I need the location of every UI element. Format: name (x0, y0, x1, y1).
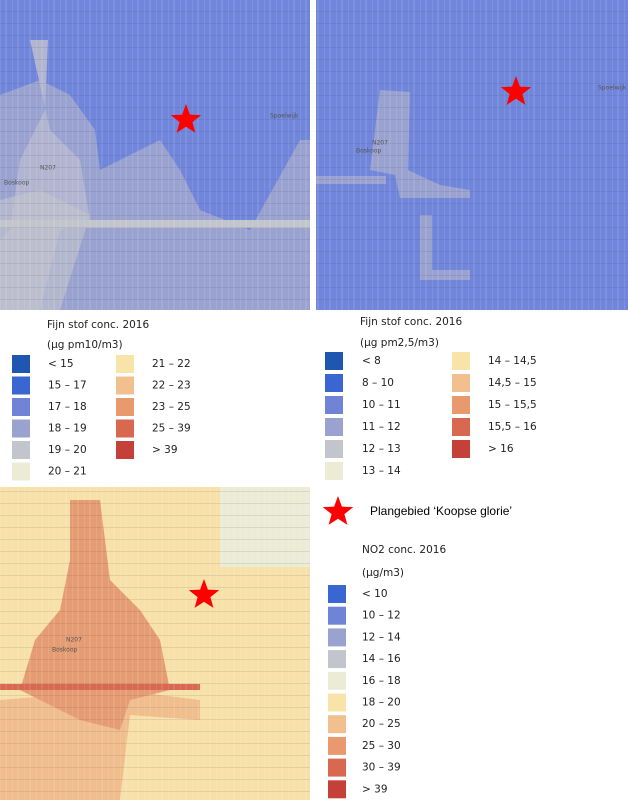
legend-label: 25 – 30 (362, 740, 401, 752)
legend-swatch (325, 418, 343, 436)
legend-swatch (12, 398, 30, 416)
legend-swatch (328, 671, 346, 690)
map-pm10: N207 Boskoop Spoelwijk (0, 0, 310, 310)
legend-unit: (µg pm10/m3) (47, 339, 123, 351)
map-label: Boskoop (52, 647, 78, 654)
legend-label: 10 – 11 (362, 399, 401, 411)
legend-label: 14 – 14,5 (488, 355, 537, 367)
legend-swatch (452, 374, 470, 392)
legend-label: 16 – 18 (362, 675, 401, 687)
map-label: Spoelwijk (598, 85, 627, 92)
legend-label: 10 – 12 (362, 610, 401, 622)
legend-label: < 8 (362, 355, 381, 367)
legend-swatch (328, 585, 346, 603)
legend-label: 12 – 13 (362, 443, 401, 455)
star-marker (322, 496, 354, 525)
legend-label: 23 – 25 (152, 401, 191, 413)
map-label: N207 (372, 140, 388, 147)
legend-swatch (116, 355, 134, 373)
legend-plan-area: Plangebied ‘Koopse glorie’ (322, 496, 512, 525)
legend-pm10: Fijn stof conc. 2016 (µg pm10/m3) < 15 15… (12, 319, 191, 481)
legend-pm25: Fijn stof conc. 2016 (µg pm2,5/m3) < 8 8 … (325, 316, 537, 480)
map-label: Boskoop (4, 180, 30, 187)
legend-title: Fijn stof conc. 2016 (47, 319, 149, 331)
map-label: N207 (40, 165, 56, 172)
legend-label: < 15 (48, 358, 74, 370)
legend-swatch (328, 715, 346, 734)
legend-swatch (328, 606, 346, 625)
legend-swatch (325, 352, 343, 370)
legend-label: 14 – 16 (362, 653, 401, 665)
legend-swatch (12, 462, 30, 481)
legend-swatch (452, 396, 470, 414)
legend-label: > 39 (362, 783, 388, 795)
legend-label: 14,5 – 15 (488, 377, 537, 389)
legend-label: 22 – 23 (152, 380, 191, 392)
legend-label: 17 – 18 (48, 401, 87, 413)
legend-label: 8 – 10 (362, 377, 394, 389)
legend-swatch (452, 352, 470, 370)
legend-swatch (325, 440, 343, 458)
legend-title: NO2 conc. 2016 (362, 544, 446, 556)
legend-label: 20 – 21 (48, 466, 87, 478)
map-label: Spoelwijk (270, 113, 299, 120)
legend-swatch (325, 396, 343, 414)
legend-swatch (328, 628, 346, 647)
legend-label: 18 – 20 (362, 697, 401, 709)
legend-label: 19 – 20 (48, 444, 87, 456)
legend-label: 18 – 19 (48, 423, 87, 435)
legend-label: 20 – 25 (362, 718, 401, 730)
legend-swatch (452, 440, 470, 458)
legend-no2: NO2 conc. 2016 (µg/m3) < 10 10 – 12 12 – 1… (328, 544, 446, 799)
legend-label: < 10 (362, 588, 388, 600)
legend-label: > 16 (488, 443, 514, 455)
star-marker (500, 76, 532, 105)
legend-unit: (µg pm2,5/m3) (360, 337, 439, 349)
legend-swatch (116, 419, 134, 438)
map-pm25: N207 Boskoop Spoelwijk (316, 0, 628, 310)
legend-label: 21 – 22 (152, 358, 191, 370)
legend-swatch (328, 650, 346, 669)
legend-label: 15 – 15,5 (488, 399, 537, 411)
legend-swatch (452, 418, 470, 436)
star-marker (188, 579, 220, 608)
star-marker (170, 104, 202, 133)
legend-label: > 39 (152, 444, 178, 456)
map-no2: N207 Boskoop (0, 487, 310, 800)
legend-swatch (328, 736, 346, 755)
legend-label: 11 – 12 (362, 421, 401, 433)
map-label: N207 (66, 637, 82, 644)
plan-area-label: Plangebied ‘Koopse glorie’ (370, 504, 512, 518)
legend-swatch (116, 441, 134, 459)
legend-label: 15 – 17 (48, 380, 87, 392)
legend-label: 13 – 14 (362, 465, 401, 477)
legend-swatch (116, 376, 134, 395)
legend-unit: (µg/m3) (362, 567, 404, 579)
legend-swatch (12, 441, 30, 459)
legend-swatch (12, 355, 30, 373)
legend-swatch (116, 398, 134, 416)
legend-swatch (12, 376, 30, 395)
legend-title: Fijn stof conc. 2016 (360, 316, 462, 328)
legend-swatch (12, 419, 30, 438)
legend-swatch (325, 462, 343, 480)
legend-swatch (328, 780, 346, 799)
legend-swatch (328, 693, 346, 712)
legend-swatch (328, 758, 346, 777)
legend-label: 30 – 39 (362, 762, 401, 774)
legend-label: 25 – 39 (152, 423, 191, 435)
legend-label: 12 – 14 (362, 631, 401, 643)
legend-swatch (325, 374, 343, 392)
legend-label: 15,5 – 16 (488, 421, 537, 433)
map-label: Boskoop (356, 148, 382, 155)
